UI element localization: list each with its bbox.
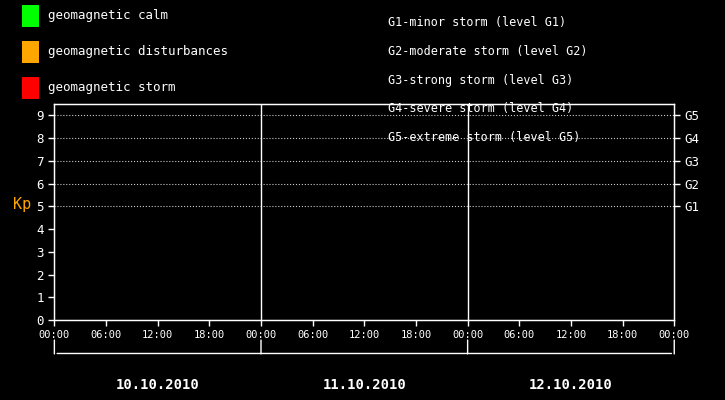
Text: G1-minor storm (level G1): G1-minor storm (level G1) xyxy=(388,16,566,29)
Text: 12.10.2010: 12.10.2010 xyxy=(529,378,613,392)
Y-axis label: Kp: Kp xyxy=(14,197,32,212)
Text: G3-strong storm (level G3): G3-strong storm (level G3) xyxy=(388,74,573,87)
Text: G4-severe storm (level G4): G4-severe storm (level G4) xyxy=(388,102,573,115)
Text: geomagnetic calm: geomagnetic calm xyxy=(48,10,168,22)
Text: 10.10.2010: 10.10.2010 xyxy=(116,378,199,392)
Text: geomagnetic storm: geomagnetic storm xyxy=(48,82,175,94)
Text: geomagnetic disturbances: geomagnetic disturbances xyxy=(48,46,228,58)
Text: 11.10.2010: 11.10.2010 xyxy=(323,378,406,392)
Text: G2-moderate storm (level G2): G2-moderate storm (level G2) xyxy=(388,45,587,58)
Text: G5-extreme storm (level G5): G5-extreme storm (level G5) xyxy=(388,131,580,144)
